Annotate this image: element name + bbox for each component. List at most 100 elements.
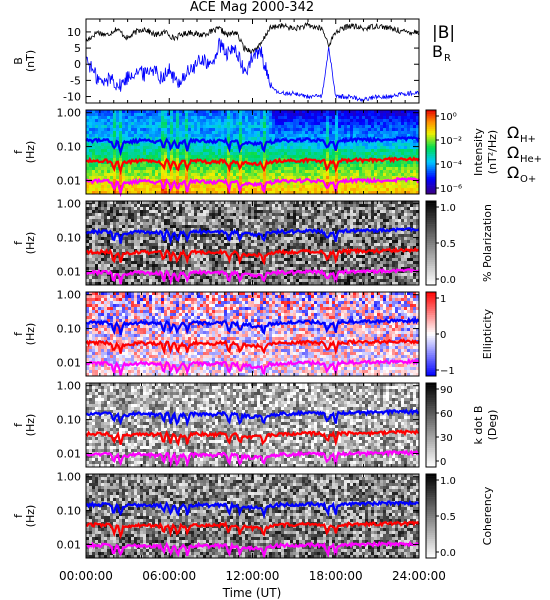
- heatmap-cell: [245, 252, 249, 256]
- heatmap-cell: [332, 176, 336, 180]
- heatmap-cell: [299, 113, 303, 117]
- heatmap-cell: [164, 210, 168, 214]
- heatmap-cell: [200, 131, 204, 135]
- heatmap-cell: [119, 179, 123, 183]
- heatmap-cell: [191, 110, 195, 114]
- heatmap-cell: [134, 110, 138, 114]
- colorbar-tick-label: 10⁻⁶: [440, 184, 462, 195]
- heatmap-cell: [383, 164, 387, 168]
- heatmap-cell: [230, 128, 234, 132]
- colorbar-segment: [426, 152, 436, 155]
- heatmap-cell: [182, 207, 186, 211]
- heatmap-cell: [107, 240, 111, 244]
- heatmap-cell: [272, 158, 276, 162]
- heatmap-cell: [287, 110, 291, 114]
- heatmap-cell: [338, 152, 342, 156]
- heatmap-cell: [221, 185, 225, 189]
- heatmap-cell: [233, 143, 237, 147]
- heatmap-cell: [248, 164, 252, 168]
- heatmap-cell: [167, 282, 171, 286]
- heatmap-cell: [212, 225, 216, 229]
- heatmap-cell: [131, 137, 135, 141]
- heatmap-cell: [179, 255, 183, 259]
- heatmap-cell: [101, 113, 105, 117]
- heatmap-cell: [161, 207, 165, 211]
- heatmap-cell: [230, 243, 234, 247]
- heatmap-cell: [185, 210, 189, 214]
- heatmap-cell: [281, 149, 285, 153]
- heatmap-cell: [224, 246, 228, 250]
- heatmap-cell: [245, 270, 249, 274]
- heatmap-cell: [176, 113, 180, 117]
- heatmap-cell: [161, 167, 165, 171]
- heatmap-cell: [248, 225, 252, 229]
- heatmap-cell: [254, 204, 258, 208]
- heatmap-cell: [203, 234, 207, 238]
- heatmap-cell: [353, 182, 357, 186]
- heatmap-cell: [149, 240, 153, 244]
- heatmap-cell: [167, 213, 171, 217]
- heatmap-cell: [284, 170, 288, 174]
- heatmap-cell: [314, 185, 318, 189]
- heatmap-cell: [200, 243, 204, 247]
- heatmap-cell: [182, 279, 186, 283]
- heatmap-cell: [104, 273, 108, 277]
- heatmap-cell: [122, 134, 126, 138]
- heatmap-cell: [353, 119, 357, 123]
- heatmap-cell: [107, 182, 111, 186]
- heatmap-cell: [137, 213, 141, 217]
- heatmap-cell: [194, 237, 198, 241]
- heatmap-cell: [182, 143, 186, 147]
- heatmap-cell: [317, 188, 321, 192]
- heatmap-cell: [104, 119, 108, 123]
- heatmap-cell: [287, 131, 291, 135]
- heatmap-cell: [398, 185, 402, 189]
- heatmap-cell: [110, 176, 114, 180]
- heatmap-cell: [128, 201, 132, 205]
- heatmap-cell: [137, 149, 141, 153]
- heatmap-cell: [89, 176, 93, 180]
- heatmap-cell: [359, 182, 363, 186]
- heatmap-cell: [92, 249, 96, 253]
- heatmap-cell: [416, 176, 420, 180]
- heatmap-cell: [308, 167, 312, 171]
- heatmap-cell: [164, 282, 168, 286]
- heatmap-cell: [248, 149, 252, 153]
- heatmap-cell: [137, 125, 141, 129]
- heatmap-cell: [170, 140, 174, 144]
- heatmap-cell: [338, 125, 342, 129]
- heatmap-cell: [242, 255, 246, 259]
- heatmap-cell: [161, 116, 165, 120]
- heatmap-cell: [89, 143, 93, 147]
- heatmap-cell: [119, 176, 123, 180]
- heatmap-cell: [107, 146, 111, 150]
- heatmap-cell: [248, 210, 252, 214]
- heatmap-cell: [212, 155, 216, 159]
- heatmap-cell: [203, 188, 207, 192]
- heatmap-cell: [104, 167, 108, 171]
- heatmap-cell: [191, 279, 195, 283]
- heatmap-cell: [215, 252, 219, 256]
- heatmap-cell: [215, 228, 219, 232]
- heatmap-cell: [110, 110, 114, 114]
- heatmap-cell: [158, 134, 162, 138]
- heatmap-cell: [101, 207, 105, 211]
- heatmap-cell: [221, 201, 225, 205]
- heatmap-cell: [287, 173, 291, 177]
- heatmap-cell: [227, 240, 231, 244]
- heatmap-cell: [215, 216, 219, 220]
- heatmap-cell: [272, 164, 276, 168]
- heatmap-cell: [86, 116, 90, 120]
- heatmap-cell: [263, 134, 267, 138]
- heatmap-cell: [149, 149, 153, 153]
- heatmap-cell: [167, 243, 171, 247]
- heatmap-cell: [140, 176, 144, 180]
- heatmap-cell: [230, 119, 234, 123]
- heatmap-cell: [323, 113, 327, 117]
- heatmap-cell: [398, 152, 402, 156]
- heatmap-cell: [182, 246, 186, 250]
- heatmap-cell: [413, 167, 417, 171]
- heatmap-cell: [368, 146, 372, 150]
- heatmap-cell: [221, 207, 225, 211]
- heatmap-cell: [230, 255, 234, 259]
